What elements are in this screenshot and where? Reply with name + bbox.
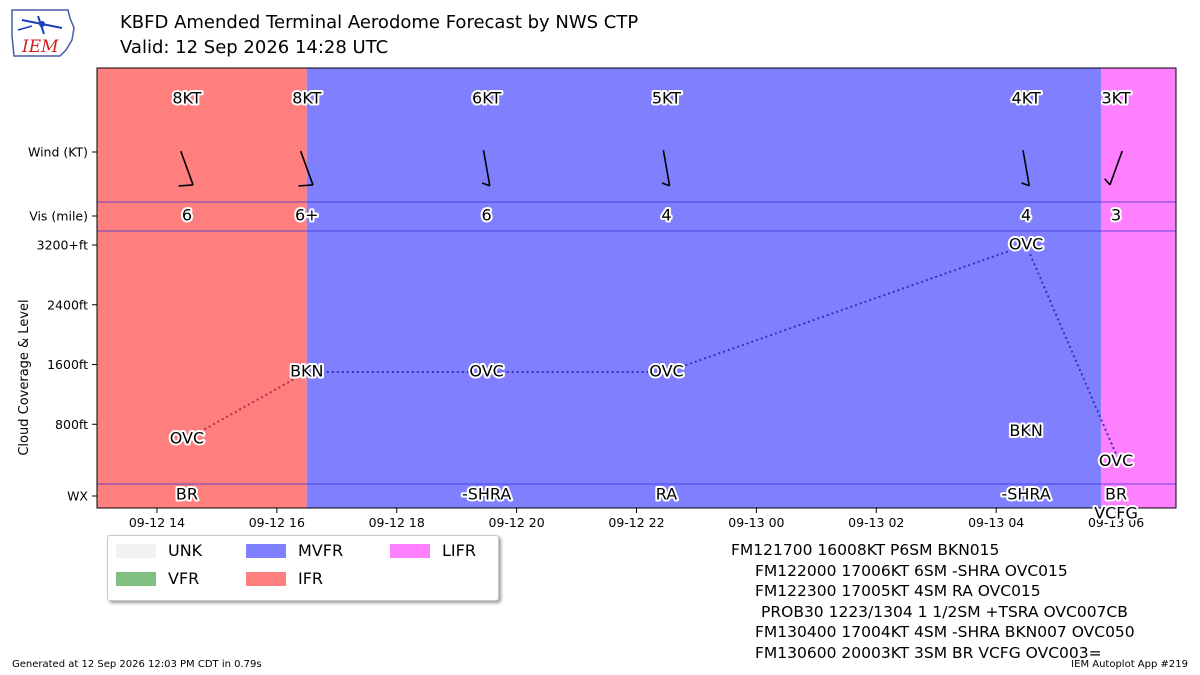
- y-label-wind: Wind (KT): [28, 145, 88, 160]
- wind-barbs: [178, 150, 1123, 187]
- cloud-cover-label: OVC: [649, 361, 683, 380]
- taf-line: FM121700 16008KT P6SM BKN015: [731, 541, 1000, 559]
- wind-barb-feather: [481, 182, 491, 187]
- wind-barb-staff: [1109, 150, 1123, 186]
- cloud-cover-label: OVC: [469, 361, 503, 380]
- footer-app: IEM Autoplot App #219: [1071, 659, 1188, 670]
- legend-swatch: [246, 544, 286, 558]
- visibility-label: 4: [1021, 206, 1031, 225]
- wind-speed-label: 5KT: [652, 89, 681, 108]
- chart-axes: 09-12 14 09-12 16 09-12 18 09-12 20 09-12 22…: [17, 67, 1177, 530]
- x-tick-label: 09-12 14: [129, 515, 185, 530]
- weather-label: RA: [656, 485, 677, 504]
- chart-valid-time: Valid: 12 Sep 2026 14:28 UTC: [120, 37, 389, 58]
- x-tick-label: 09-13 00: [728, 515, 784, 530]
- legend-swatch: [116, 572, 156, 586]
- wind-barb: [298, 150, 314, 187]
- taf-line: FM122300 17005KT 4SM RA OVC015: [755, 582, 1041, 600]
- wind-barb-staff: [299, 150, 314, 186]
- cloud-cover-label: OVC: [1099, 451, 1133, 470]
- legend-swatch: [246, 572, 286, 586]
- cloud-cover-label: OVC: [1009, 235, 1043, 254]
- wind-barb-staff: [180, 150, 194, 186]
- legend-label: UNK: [168, 541, 203, 560]
- iem-logo: IEM: [8, 6, 78, 60]
- wind-barb-staff: [662, 150, 671, 186]
- wind-speed-label: 6KT: [472, 89, 501, 108]
- x-tick-label: 09-12 18: [369, 515, 425, 530]
- taf-line: PROB30 1223/1304 1 1/2SM +TSRA OVC007CB: [761, 602, 1128, 621]
- weather-label: -SHRA: [462, 485, 511, 504]
- wind-barb-feather: [661, 182, 670, 187]
- wind-barb: [481, 150, 491, 187]
- taf-line: FM130400 17004KT 4SM -SHRA BKN007 OVC050: [755, 623, 1135, 641]
- wind-speed-label: 8KT: [172, 89, 201, 108]
- wind-speed-label: 3KT: [1101, 89, 1130, 108]
- x-tick-label: 09-12 22: [608, 515, 664, 530]
- wind-barb-staff: [482, 150, 491, 186]
- visibility-label: 3: [1111, 206, 1121, 225]
- chart-title: KBFD Amended Terminal Aerodome Forecast …: [120, 12, 639, 33]
- category-band-lifr: [1101, 68, 1176, 508]
- visibility-label: 6: [482, 206, 492, 225]
- legend-label: IFR: [298, 569, 324, 588]
- footer-generated: Generated at 12 Sep 2026 12:03 PM CDT in…: [12, 659, 262, 670]
- weather-label: BR: [176, 485, 198, 504]
- y-tick-label-cloud: 3200+ft: [37, 238, 88, 253]
- category-band-ifr: [97, 68, 307, 508]
- visibility-label: 4: [661, 206, 671, 225]
- x-tick-label: 09-13 02: [848, 515, 904, 530]
- iem-logo-icon: IEM: [11, 9, 75, 57]
- wind-barb-feather: [178, 184, 194, 187]
- row-divider-lines: [97, 201, 1176, 485]
- cloud-cover-label: BKN: [290, 361, 323, 380]
- chart-labels: 8KT 6 OVC BR 8KT 6+ BKN 6KT 6 OVC -SHRA 5KT 4 OVC RA 4K…: [168, 87, 1140, 525]
- chart-legend: UNK MVFR LIFR VFR IFR: [107, 535, 499, 601]
- taf-line: FM122000 17006KT 6SM -SHRA OVC015: [755, 561, 1068, 580]
- wind-speed-label: 4KT: [1012, 89, 1041, 108]
- y-tick-label-cloud: 800ft: [55, 417, 88, 432]
- wind-speed-label: 8KT: [292, 89, 321, 108]
- wind-barb-staff: [1022, 150, 1031, 186]
- category-band-mvfr: [306, 68, 1102, 508]
- wind-barb: [1021, 150, 1031, 187]
- wind-barb: [661, 150, 671, 187]
- legend-label: MVFR: [298, 541, 344, 560]
- y-label-vis: Vis (mile): [29, 209, 88, 224]
- legend-swatch: [116, 544, 156, 558]
- cloud-cover-label: BKN: [1009, 421, 1042, 440]
- visibility-label: 6: [182, 206, 192, 225]
- visibility-label: 6+: [295, 206, 319, 225]
- y-label-wx: WX: [67, 489, 88, 504]
- wind-barb-feather: [1021, 182, 1030, 187]
- weather-label: VCFG: [1094, 504, 1138, 523]
- y-tick-label-cloud: 1600ft: [47, 357, 88, 372]
- cloud-level-lines: [186, 244, 1117, 455]
- cloud-line-segment: [666, 244, 1027, 373]
- weather-label: -SHRA: [1001, 485, 1050, 504]
- wind-barb-feather: [1104, 178, 1111, 186]
- cloud-cover-label: OVC: [170, 429, 204, 448]
- x-tick-label: 09-12 20: [489, 515, 545, 530]
- legend-label: LIFR: [442, 541, 476, 560]
- legend-label: VFR: [168, 569, 200, 588]
- wind-barb-feather: [298, 184, 314, 187]
- weather-label: BR: [1105, 485, 1127, 504]
- taf-line: FM130600 20003KT 3SM BR VCFG OVC003=: [755, 643, 1102, 662]
- x-tick-label: 09-12 16: [249, 515, 305, 530]
- y-tick-label-cloud: 2400ft: [47, 297, 88, 312]
- y-axis-label-cloud: Cloud Coverage & Level: [17, 299, 32, 455]
- x-tick-label: 09-13 04: [968, 515, 1024, 530]
- wind-barb: [178, 150, 194, 187]
- x-tick-label: 09-13 06: [1088, 515, 1144, 530]
- logo-text: IEM: [21, 37, 59, 57]
- wind-barb: [1104, 150, 1123, 186]
- legend-swatch: [390, 544, 430, 558]
- flight-category-bands: [97, 68, 1176, 508]
